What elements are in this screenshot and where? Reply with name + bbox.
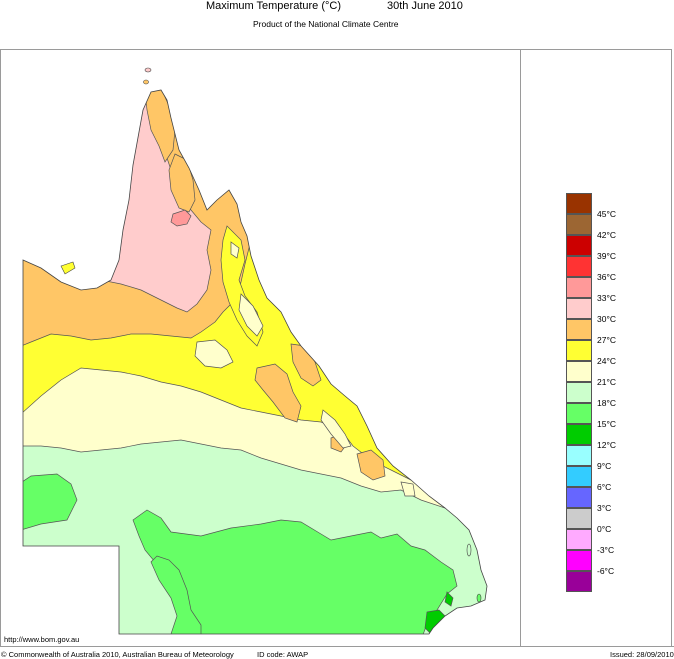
legend-label: 39°C xyxy=(597,251,616,261)
legend-swatch-9 xyxy=(566,382,592,403)
legend-divider xyxy=(520,49,521,646)
legend-swatch-2 xyxy=(566,235,592,256)
legend-swatch-18 xyxy=(566,571,592,592)
legend-swatch-17 xyxy=(566,550,592,571)
legend-swatch-3 xyxy=(566,256,592,277)
issued-date: Issued: 28/09/2010 xyxy=(610,650,674,659)
bom-url-link[interactable]: http://www.bom.gov.au xyxy=(4,635,80,644)
legend-label: 3°C xyxy=(597,503,612,513)
legend-label: 42°C xyxy=(597,230,616,240)
legend-swatch-5 xyxy=(566,298,592,319)
legend-swatch-7 xyxy=(566,340,592,361)
id-code: ID code: AWAP xyxy=(257,650,309,659)
legend-swatch-6 xyxy=(566,319,592,340)
legend-label: 27°C xyxy=(597,335,616,345)
legend-swatch-4 xyxy=(566,277,592,298)
map-subtitle: Product of the National Climate Centre xyxy=(253,19,399,29)
legend-swatch-1 xyxy=(566,214,592,235)
legend-swatch-0 xyxy=(566,193,592,214)
legend-label: 15°C xyxy=(597,419,616,429)
temperature-map xyxy=(1,50,520,646)
legend-label: 45°C xyxy=(597,209,616,219)
legend-label: 36°C xyxy=(597,272,616,282)
map-title: Maximum Temperature (°C) 30th June 2010 xyxy=(206,0,463,12)
map-frame xyxy=(0,49,672,647)
legend-swatch-11 xyxy=(566,424,592,445)
legend-label: 9°C xyxy=(597,461,612,471)
legend-label: 12°C xyxy=(597,440,616,450)
legend-swatch-14 xyxy=(566,487,592,508)
legend-label: 24°C xyxy=(597,356,616,366)
legend-label: -3°C xyxy=(597,545,615,555)
legend-swatch-10 xyxy=(566,403,592,424)
legend-swatch-8 xyxy=(566,361,592,382)
title-text: Maximum Temperature (°C) xyxy=(206,0,342,12)
legend-label: 18°C xyxy=(597,398,616,408)
legend-swatch-13 xyxy=(566,466,592,487)
legend-label: 0°C xyxy=(597,524,612,534)
legend-label: -6°C xyxy=(597,566,615,576)
legend-swatch-16 xyxy=(566,529,592,550)
legend-label: 30°C xyxy=(597,314,616,324)
legend-label: 33°C xyxy=(597,293,616,303)
footer-divider xyxy=(0,646,674,647)
legend-label: 6°C xyxy=(597,482,612,492)
copyright-text: © Commonwealth of Australia 2010, Austra… xyxy=(1,650,234,659)
legend-swatch-12 xyxy=(566,445,592,466)
legend-label: 21°C xyxy=(597,377,616,387)
legend-swatch-15 xyxy=(566,508,592,529)
title-date: 30th June 2010 xyxy=(387,0,463,12)
queensland-map-svg xyxy=(22,67,488,635)
